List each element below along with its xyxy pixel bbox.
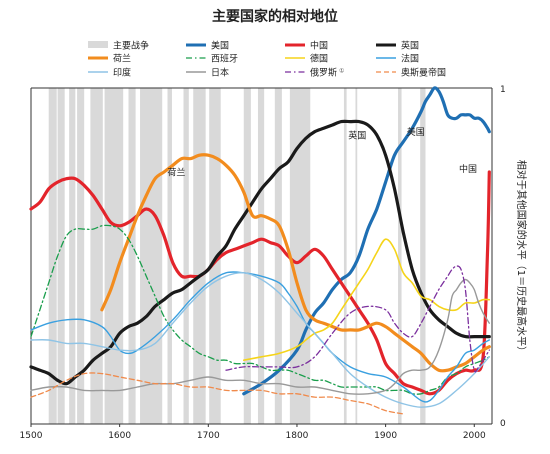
series-line-3 (100, 153, 491, 373)
legend-label: 奥斯曼帝国 (401, 67, 446, 79)
war-band-18 (398, 88, 402, 424)
chart-title: 主要国家的相对地位 (212, 8, 338, 25)
y-tick-label: 0 (500, 419, 506, 429)
legend-label: 英国 (401, 40, 419, 52)
series-line-5 (243, 238, 491, 361)
x-tick-label: 1500 (20, 431, 43, 441)
war-band-1 (57, 88, 65, 424)
footnote-marker: ① (339, 68, 344, 75)
legend-label: 荷兰 (113, 53, 131, 65)
legend-label: 日本 (211, 67, 229, 79)
war-band-13 (257, 88, 265, 424)
legend-label: 法国 (401, 53, 419, 65)
legend-label: 主要战争 (113, 40, 149, 52)
x-tick-label: 1900 (374, 431, 397, 441)
legend-label: 俄罗斯 ① (310, 67, 344, 79)
war-band-17 (355, 88, 358, 424)
series-annotation-0: 荷兰 (167, 166, 185, 178)
series-line-9 (225, 265, 490, 373)
y-tick-label: 1 (500, 85, 506, 95)
war-band-0 (48, 88, 57, 424)
x-tick-label: 2000 (463, 431, 486, 441)
war-band-6 (128, 88, 136, 424)
war-band-16 (343, 88, 347, 424)
war-band-7 (140, 88, 163, 424)
war-band-9 (183, 88, 189, 424)
series-annotation-3: 中国 (459, 163, 477, 175)
series-annotation-1: 英国 (348, 129, 366, 141)
y-axis-label: 相对于其他国家的水平（1＝历史最高水平） (515, 160, 528, 356)
war-band-14 (274, 88, 282, 424)
legend-label: 印度 (113, 67, 131, 79)
legend-label: 德国 (310, 53, 328, 65)
legend-label: 西班牙 (211, 53, 238, 65)
war-band-5 (104, 88, 124, 424)
x-tick-label: 1800 (286, 431, 309, 441)
x-tick-label: 1600 (108, 431, 131, 441)
war-band-4 (90, 88, 103, 424)
war-band-12 (243, 88, 251, 424)
legend-label: 美国 (211, 40, 229, 52)
series-line-1 (29, 170, 491, 396)
legend-swatch-war (88, 41, 108, 48)
war-band-2 (69, 88, 76, 424)
war-band-11 (209, 88, 221, 424)
series-line-6 (30, 271, 490, 403)
series-lines (29, 86, 491, 415)
x-tick-label: 1700 (197, 431, 220, 441)
war-band-10 (193, 88, 206, 424)
series-line-2 (29, 119, 491, 386)
series-line-8 (30, 278, 490, 395)
series-annotation-2: 美国 (407, 126, 425, 138)
legend-label: 中国 (310, 40, 328, 52)
series-line-0 (242, 86, 491, 396)
series-line-10 (30, 372, 404, 415)
war-band-3 (77, 88, 85, 424)
war-band-19 (420, 88, 426, 424)
series-line-7 (30, 271, 490, 408)
